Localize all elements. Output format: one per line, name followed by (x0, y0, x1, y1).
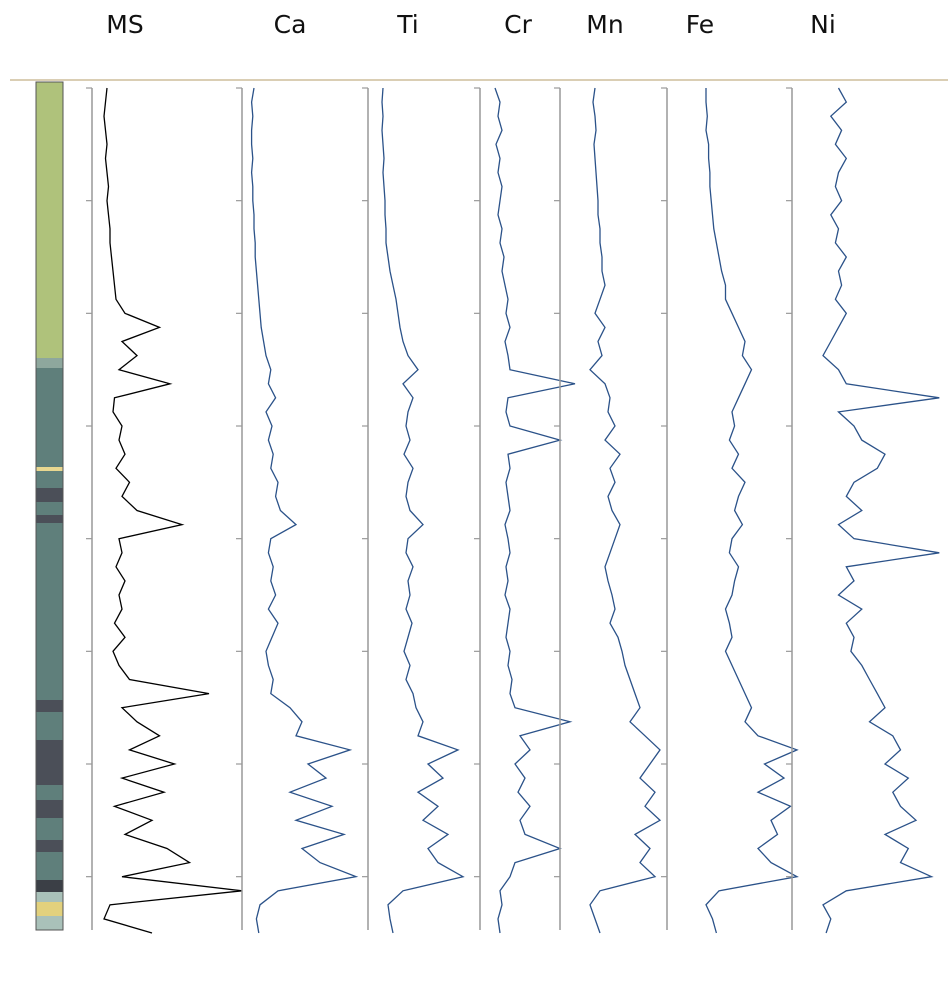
track-title: Ti (396, 10, 418, 39)
element-trace (103, 87, 243, 934)
track-title: Fe (686, 10, 714, 39)
element-trace (250, 87, 359, 934)
element-trace (705, 88, 799, 934)
element-trace (494, 87, 576, 934)
element-trace (381, 87, 465, 934)
track-title: Cr (504, 10, 532, 39)
lithology-column (35, 81, 64, 931)
track-title: Ni (810, 10, 836, 39)
element-trace (822, 87, 940, 934)
track-title: Ca (274, 10, 307, 39)
track-title: MS (106, 10, 143, 39)
track-title: Mn (586, 10, 623, 39)
element-trace (589, 87, 662, 934)
